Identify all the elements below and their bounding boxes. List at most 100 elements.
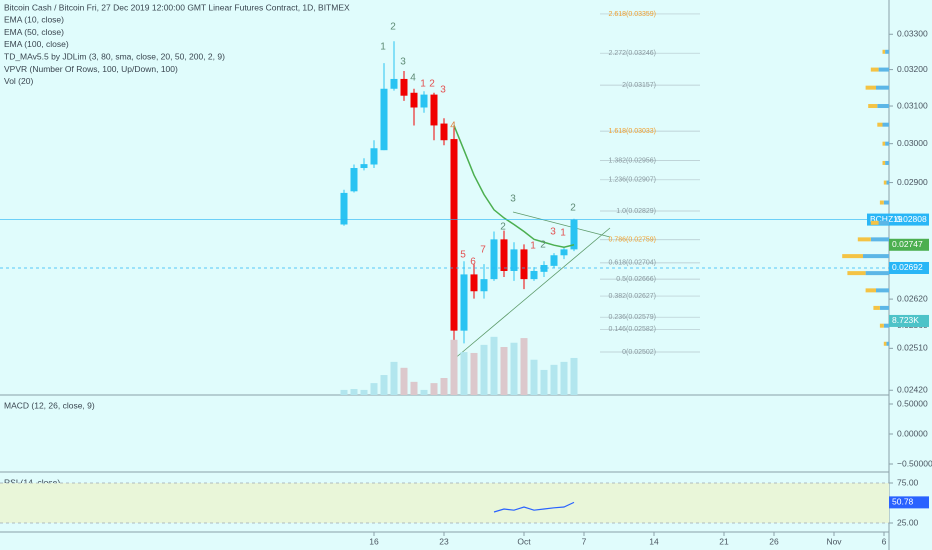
volume-bar (340, 389, 348, 395)
x-tick-label: 6 (882, 536, 887, 546)
td-count: 3 (440, 85, 446, 96)
candle-body (450, 139, 458, 331)
y-tick-label: 0.03200 (897, 64, 928, 74)
profile-down (879, 200, 884, 205)
volume-bar (570, 357, 578, 395)
td-count: 1 (530, 241, 536, 252)
ema-line (453, 125, 575, 249)
y-tick-label: −0.50000 (897, 458, 932, 468)
profile-down (879, 323, 884, 328)
volume-bar (540, 369, 548, 395)
price-tag-label: 0.02747 (892, 239, 923, 249)
profile-down (842, 254, 863, 259)
price-tag (889, 496, 929, 509)
profile-up (885, 49, 889, 54)
candle-body (500, 239, 508, 271)
y-tick-label: 0.02420 (897, 384, 928, 394)
price-tag (889, 261, 929, 274)
td-count: 2 (540, 240, 546, 251)
candle-body (410, 92, 418, 108)
profile-up (865, 271, 889, 276)
y-tick-label: 0.03300 (897, 29, 928, 39)
profile-up (886, 180, 889, 185)
y-tick-label: 0.02620 (897, 293, 928, 303)
td-count: 4 (450, 121, 456, 132)
profile-down (883, 341, 887, 346)
y-tick-label: 0.50000 (897, 398, 928, 408)
profile-up (879, 305, 889, 310)
volume-bar (350, 389, 358, 395)
td-count: 6 (470, 257, 476, 268)
trendline (512, 211, 611, 238)
x-tick-label: 26 (769, 536, 779, 546)
x-tick-label: 21 (719, 536, 729, 546)
fib-label: 1.382(0.02956) (609, 157, 656, 164)
candle-body (570, 219, 578, 250)
volume-bar (530, 359, 538, 395)
legend-entry: EMA (10, close) (4, 15, 64, 25)
y-tick-label: 75.00 (897, 477, 919, 487)
candle-body (350, 168, 358, 192)
td-count: 3 (510, 194, 516, 205)
legend-entry: Bitcoin Cash / Bitcoin Fri, 27 Dec 2019 … (4, 2, 350, 12)
volume-bar (360, 389, 368, 395)
x-tick-label: 7 (582, 536, 587, 546)
fib-label: 2.618(0.03359) (609, 11, 656, 18)
trendline (452, 227, 611, 361)
y-tick-label: 0.03000 (897, 138, 928, 148)
price-tag-label: 0.02808 (896, 214, 927, 224)
profile-down (873, 305, 880, 310)
rsi-band (0, 483, 889, 523)
candle-body (460, 274, 468, 331)
profile-down (857, 237, 871, 242)
profile-up (882, 122, 889, 127)
volume-bar (480, 344, 488, 395)
candle-body (370, 148, 378, 165)
profile-down (882, 160, 886, 165)
pane-title: RSI (14, close) (4, 477, 60, 487)
candle-body (480, 279, 488, 292)
x-tick-label: Nov (826, 536, 842, 546)
profile-up (876, 85, 889, 90)
fib-label: 1.618(0.03033) (609, 128, 656, 135)
volume-bar (430, 383, 438, 395)
candle-body (490, 239, 498, 280)
candle-body (420, 94, 428, 108)
td-count: 4 (410, 73, 416, 84)
legend-entry: TD_MAv5.5 by JDLim (3, 80, sma, close, 2… (4, 51, 225, 61)
profile-up (885, 141, 889, 146)
td-count: 1 (380, 42, 386, 53)
x-tick-label: 14 (649, 536, 659, 546)
rsi-line (493, 501, 575, 513)
profile-up (870, 237, 889, 242)
candle-body (440, 123, 448, 141)
x-tick-label: 16 (369, 536, 379, 546)
candle-body (520, 249, 528, 280)
volume-bar (520, 338, 528, 395)
td-count: 5 (460, 250, 466, 261)
fib-label: 0.146(0.02582) (609, 326, 656, 333)
profile-down (877, 122, 883, 127)
candle-body (400, 78, 408, 96)
volume-bar (550, 364, 558, 395)
td-count: 2 (500, 222, 506, 233)
candle-body (390, 78, 398, 89)
profile-down (865, 288, 876, 293)
candle-body (430, 94, 438, 126)
profile-down (847, 271, 866, 276)
candle-body (510, 249, 518, 271)
price-tag-label: 8.723K (892, 315, 919, 325)
td-count: 3 (550, 227, 556, 238)
price-tag (889, 238, 929, 251)
candle-body (340, 192, 348, 225)
profile-down (882, 49, 886, 54)
volume-bar (380, 375, 388, 395)
volume-bar (560, 361, 568, 395)
volume-bar (440, 378, 448, 395)
fib-label: 0.382(0.02627) (609, 293, 656, 300)
td-count: 2 (429, 79, 435, 90)
fib-label: 0.236(0.02579) (609, 314, 656, 321)
legend-entry: EMA (100, close) (4, 39, 69, 49)
profile-down (883, 180, 887, 185)
